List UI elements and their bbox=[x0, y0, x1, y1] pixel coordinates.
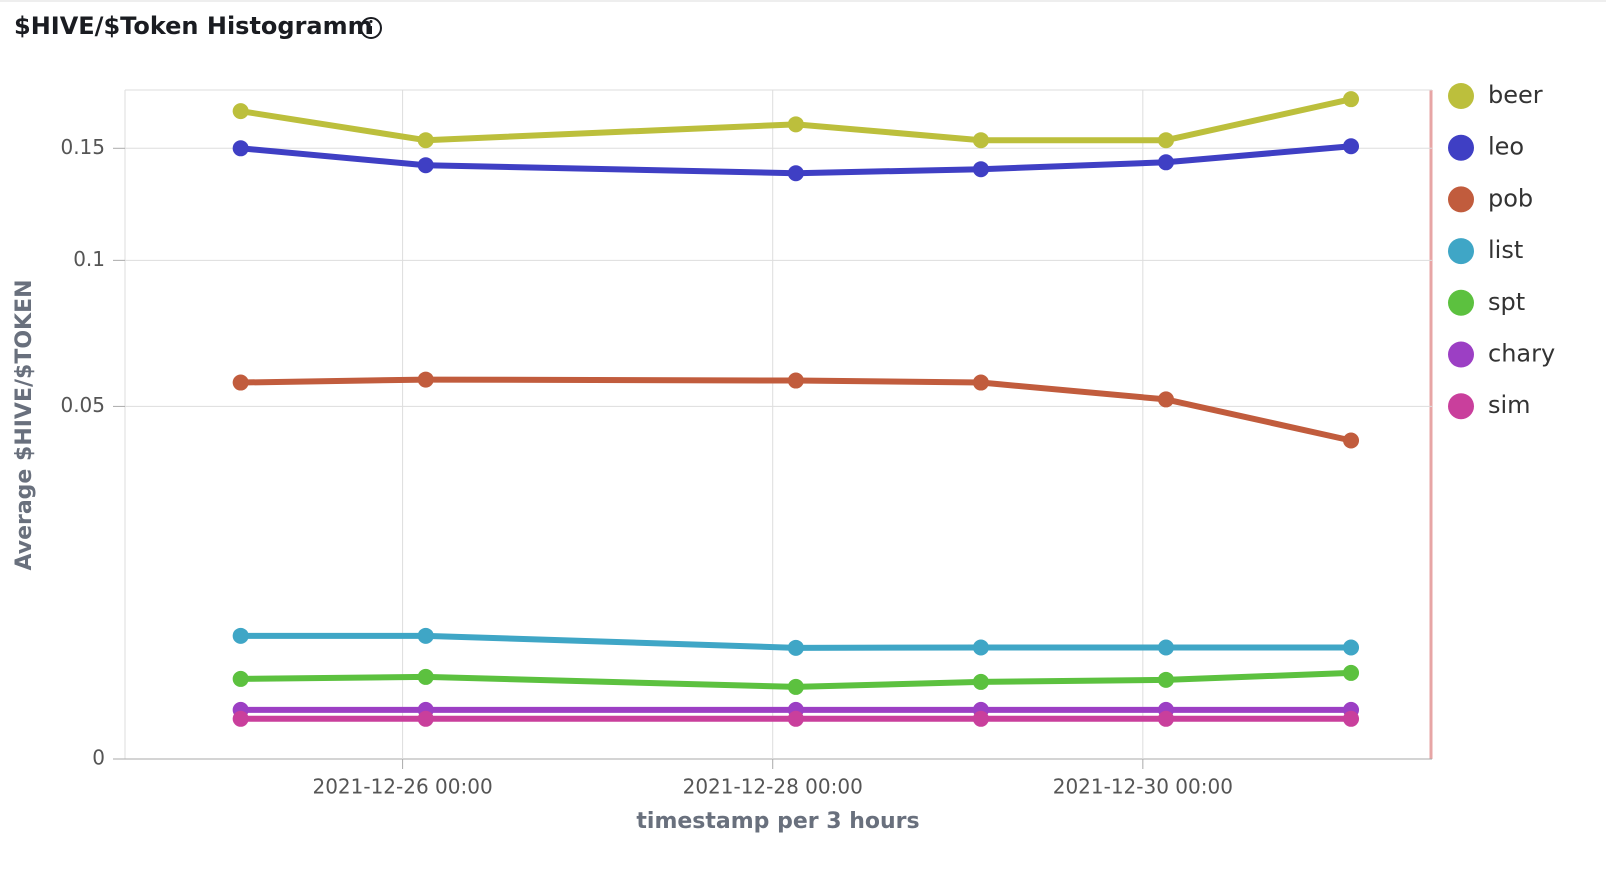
point bbox=[232, 710, 249, 727]
line bbox=[240, 632, 1352, 651]
legend-item[interactable]: pob bbox=[1448, 184, 1533, 213]
point bbox=[1343, 91, 1360, 108]
line bbox=[240, 669, 1352, 690]
point bbox=[232, 670, 249, 687]
legend-label: pob bbox=[1488, 184, 1533, 212]
point bbox=[1343, 138, 1360, 155]
line bbox=[240, 96, 1352, 144]
legend-label: leo bbox=[1488, 133, 1524, 161]
point bbox=[232, 103, 249, 120]
y-tick-label: 0.1 bbox=[73, 247, 105, 271]
legend-item[interactable]: beer bbox=[1448, 81, 1543, 109]
y-tick-label: 0.05 bbox=[60, 393, 105, 417]
point bbox=[1157, 132, 1174, 149]
legend-item[interactable]: list bbox=[1448, 236, 1523, 265]
legend-swatch bbox=[1448, 238, 1474, 265]
point bbox=[787, 639, 804, 656]
x-tick-label: 2021-12-26 00:00 bbox=[312, 775, 492, 799]
legend-swatch bbox=[1448, 289, 1474, 316]
point bbox=[417, 371, 434, 388]
legend-swatch bbox=[1448, 83, 1474, 109]
legend-item[interactable]: chary bbox=[1448, 340, 1555, 368]
y-tick-label: 0 bbox=[92, 746, 105, 770]
x-tick-label: 2021-12-30 00:00 bbox=[1053, 775, 1233, 799]
point bbox=[417, 157, 434, 174]
point bbox=[787, 678, 804, 695]
legend-item[interactable]: sim bbox=[1448, 391, 1531, 420]
chart-title: $HIVE/$Token Histogramm bbox=[14, 12, 373, 40]
point bbox=[232, 140, 249, 157]
y-axis-label: Average $HIVE/$TOKEN bbox=[12, 279, 37, 570]
point bbox=[972, 639, 989, 656]
legend-label: chary bbox=[1488, 340, 1555, 368]
point bbox=[1157, 639, 1174, 656]
y-tick-label: 0.15 bbox=[60, 135, 105, 159]
point bbox=[972, 132, 989, 149]
legend-swatch bbox=[1448, 341, 1474, 368]
legend-swatch bbox=[1448, 134, 1474, 161]
point bbox=[1157, 671, 1174, 688]
point bbox=[972, 673, 989, 690]
legend-label: sim bbox=[1488, 391, 1531, 419]
point bbox=[787, 372, 804, 389]
point bbox=[787, 165, 804, 182]
line bbox=[240, 143, 1352, 177]
point bbox=[787, 710, 804, 727]
point bbox=[1343, 710, 1360, 727]
point bbox=[1157, 154, 1174, 171]
point bbox=[1157, 391, 1174, 408]
legend-swatch bbox=[1448, 393, 1474, 420]
point bbox=[232, 374, 249, 391]
point bbox=[417, 710, 434, 727]
point bbox=[417, 627, 434, 644]
point bbox=[972, 710, 989, 727]
point bbox=[1343, 432, 1360, 449]
point bbox=[787, 116, 804, 133]
x-axis-label: timestamp per 3 hours bbox=[636, 809, 919, 834]
legend-label: beer bbox=[1488, 81, 1543, 109]
point bbox=[417, 132, 434, 149]
legend-item[interactable]: spt bbox=[1448, 288, 1525, 316]
line bbox=[240, 376, 1352, 444]
legend-label: spt bbox=[1488, 288, 1525, 316]
x-tick-label: 2021-12-28 00:00 bbox=[683, 775, 863, 799]
info-icon[interactable] bbox=[360, 17, 382, 39]
point bbox=[1343, 639, 1360, 656]
legend-label: list bbox=[1488, 236, 1523, 264]
point bbox=[417, 668, 434, 685]
point bbox=[972, 374, 989, 391]
point bbox=[232, 627, 249, 644]
point bbox=[972, 161, 989, 178]
legend-swatch bbox=[1448, 186, 1474, 213]
point bbox=[1343, 664, 1360, 681]
point bbox=[1157, 710, 1174, 727]
legend-item[interactable]: leo bbox=[1448, 133, 1524, 161]
